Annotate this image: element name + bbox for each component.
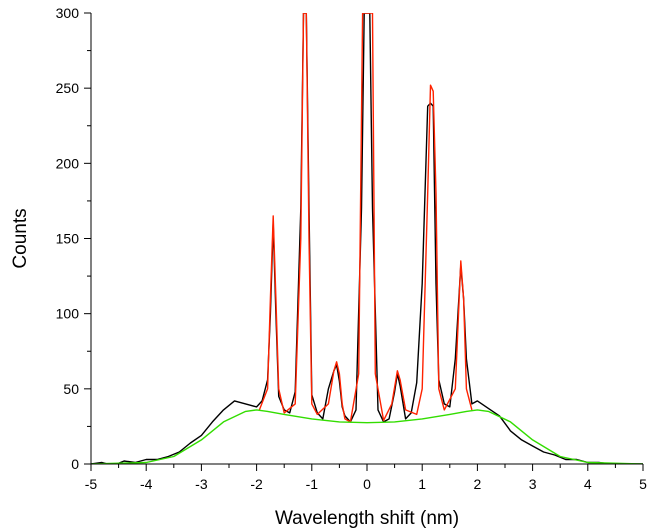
x-tick-label: -1 bbox=[306, 476, 319, 492]
y-tick-label: 0 bbox=[71, 456, 79, 472]
y-tick-label: 300 bbox=[56, 5, 80, 21]
y-tick-label: 200 bbox=[56, 155, 80, 171]
x-tick-label: 1 bbox=[418, 476, 426, 492]
x-tick-label: -5 bbox=[85, 476, 98, 492]
series-line-2 bbox=[258, 13, 473, 423]
x-tick-label: 3 bbox=[529, 476, 537, 492]
x-tick-label: -2 bbox=[250, 476, 263, 492]
series-layer bbox=[91, 13, 643, 464]
y-axis-title: Counts bbox=[10, 208, 31, 268]
x-tick-label: 4 bbox=[584, 476, 592, 492]
x-tick-label: 5 bbox=[639, 476, 647, 492]
x-tick-label: 0 bbox=[363, 476, 371, 492]
x-tick-label: -4 bbox=[140, 476, 153, 492]
y-tick-label: 100 bbox=[56, 306, 80, 322]
y-tick-label: 50 bbox=[63, 381, 79, 397]
series-line-3 bbox=[91, 409, 643, 464]
x-tick-label: 2 bbox=[474, 476, 482, 492]
y-tick-label: 250 bbox=[56, 80, 80, 96]
y-tick-label: 150 bbox=[56, 231, 80, 247]
x-tick-label: -3 bbox=[195, 476, 208, 492]
series-line-1 bbox=[91, 13, 643, 464]
x-axis-title: Wavelength shift (nm) bbox=[275, 508, 459, 529]
